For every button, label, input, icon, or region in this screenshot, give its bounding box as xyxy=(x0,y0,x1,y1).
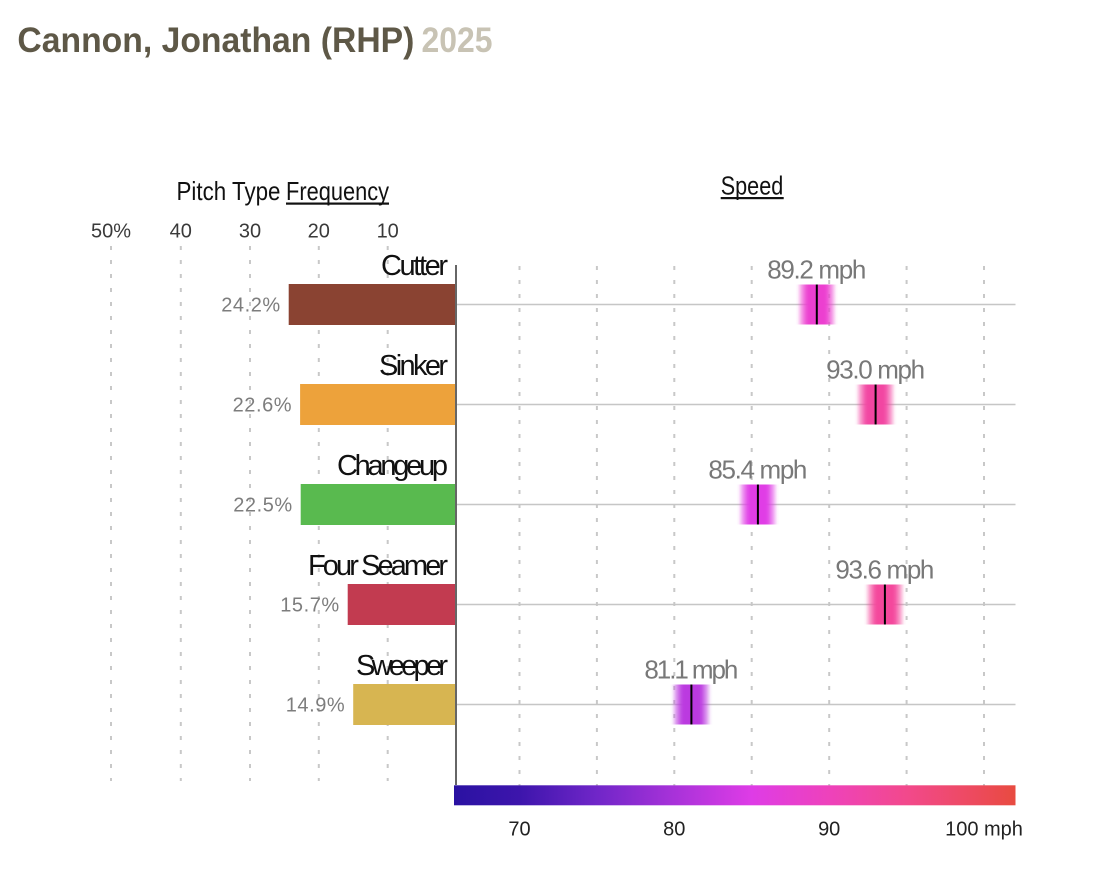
svg-text:Sweeper: Sweeper xyxy=(356,650,448,682)
svg-text:Changeup: Changeup xyxy=(337,450,448,482)
svg-text:Four Seamer: Four Seamer xyxy=(308,550,448,582)
svg-text:93.0 mph: 93.0 mph xyxy=(826,354,925,384)
svg-text:22.5%: 22.5% xyxy=(233,495,292,517)
svg-text:15.7%: 15.7% xyxy=(280,595,339,617)
svg-text:80: 80 xyxy=(663,819,685,841)
svg-text:70: 70 xyxy=(508,819,530,841)
svg-text:24.2%: 24.2% xyxy=(221,295,280,317)
svg-text:Cannon, Jonathan (RHP): Cannon, Jonathan (RHP) xyxy=(17,21,414,60)
svg-text:14.9%: 14.9% xyxy=(286,695,345,717)
svg-text:50%: 50% xyxy=(91,221,131,243)
svg-text:30: 30 xyxy=(239,221,261,243)
svg-text:2025: 2025 xyxy=(422,21,493,60)
svg-text:Pitch Type: Pitch Type xyxy=(177,176,281,206)
svg-text:100 mph: 100 mph xyxy=(945,819,1023,841)
svg-text:89.2 mph: 89.2 mph xyxy=(767,254,866,284)
svg-text:10: 10 xyxy=(377,221,399,243)
svg-text:Speed: Speed xyxy=(721,170,784,200)
svg-text:40: 40 xyxy=(170,221,192,243)
svg-text:93.6 mph: 93.6 mph xyxy=(835,554,934,584)
svg-text:85.4 mph: 85.4 mph xyxy=(708,454,807,484)
svg-text:20: 20 xyxy=(308,221,330,243)
svg-text:22.6%: 22.6% xyxy=(233,395,292,417)
svg-text:Sinker: Sinker xyxy=(379,350,448,382)
svg-text:Frequency: Frequency xyxy=(286,176,389,206)
svg-text:Cutter: Cutter xyxy=(381,250,448,282)
svg-text:90: 90 xyxy=(818,819,840,841)
svg-text:81.1 mph: 81.1 mph xyxy=(644,654,738,684)
